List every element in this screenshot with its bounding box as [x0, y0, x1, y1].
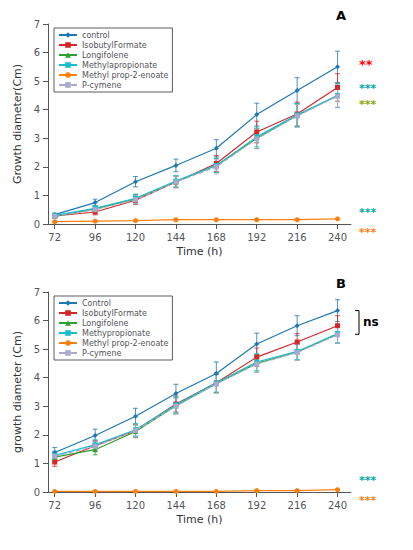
svg-text:7: 7 [34, 287, 40, 298]
svg-text:192: 192 [247, 500, 266, 511]
svg-text:120: 120 [126, 500, 145, 511]
svg-text:Methypropionate: Methypropionate [82, 329, 150, 338]
svg-text:Longifolene: Longifolene [82, 319, 129, 328]
svg-text:control: control [82, 31, 110, 40]
svg-text:growth diameter (Cm): growth diameter (Cm) [11, 331, 24, 453]
svg-text:B: B [336, 276, 346, 291]
svg-text:240: 240 [328, 232, 347, 243]
svg-text:96: 96 [89, 500, 102, 511]
svg-text:Growth diameter(Cm): Growth diameter(Cm) [11, 64, 24, 184]
svg-text:Methylapropionate: Methylapropionate [82, 61, 157, 70]
svg-text:4: 4 [34, 104, 40, 115]
svg-text:72: 72 [48, 232, 61, 243]
svg-text:Methyl prop-2-enoate: Methyl prop-2-enoate [82, 71, 168, 80]
svg-text:3: 3 [34, 401, 40, 412]
svg-text:7: 7 [34, 19, 40, 30]
svg-text:6: 6 [34, 315, 40, 326]
svg-text:***: *** [359, 206, 377, 219]
svg-text:5: 5 [34, 344, 40, 355]
svg-text:Time (h): Time (h) [176, 245, 223, 258]
svg-text:***: *** [359, 98, 377, 111]
svg-text:Time (h): Time (h) [176, 513, 223, 526]
svg-text:2: 2 [34, 161, 40, 172]
svg-text:240: 240 [328, 500, 347, 511]
svg-text:216: 216 [288, 500, 307, 511]
svg-text:***: *** [359, 474, 377, 487]
svg-text:5: 5 [34, 76, 40, 87]
svg-text:2: 2 [34, 429, 40, 440]
svg-text:6: 6 [34, 47, 40, 58]
svg-text:3: 3 [34, 133, 40, 144]
svg-text:**: ** [359, 57, 373, 72]
svg-text:IsobutyIFormate: IsobutyIFormate [82, 309, 147, 318]
svg-text:0: 0 [34, 219, 40, 230]
svg-text:A: A [336, 8, 346, 23]
svg-text:96: 96 [89, 232, 102, 243]
svg-text:120: 120 [126, 232, 145, 243]
svg-text:Longifolene: Longifolene [82, 51, 129, 60]
svg-text:168: 168 [207, 232, 226, 243]
svg-text:IsobutylFormate: IsobutylFormate [82, 41, 147, 50]
svg-text:144: 144 [166, 232, 185, 243]
svg-text:***: *** [359, 226, 377, 239]
svg-text:4: 4 [34, 372, 40, 383]
svg-text:ns: ns [363, 315, 379, 329]
svg-text:P-cymene: P-cymene [82, 349, 121, 358]
svg-text:***: *** [359, 494, 377, 507]
svg-text:Methyl prop-2-enoate: Methyl prop-2-enoate [82, 339, 168, 348]
svg-text:1: 1 [34, 190, 40, 201]
svg-text:216: 216 [288, 232, 307, 243]
svg-text:192: 192 [247, 232, 266, 243]
svg-text:1: 1 [34, 458, 40, 469]
svg-text:P-cymene: P-cymene [82, 81, 121, 90]
svg-text:***: *** [359, 82, 377, 95]
svg-text:Control: Control [82, 299, 111, 308]
svg-text:0: 0 [34, 487, 40, 498]
svg-text:72: 72 [48, 500, 61, 511]
svg-text:168: 168 [207, 500, 226, 511]
svg-text:144: 144 [166, 500, 185, 511]
